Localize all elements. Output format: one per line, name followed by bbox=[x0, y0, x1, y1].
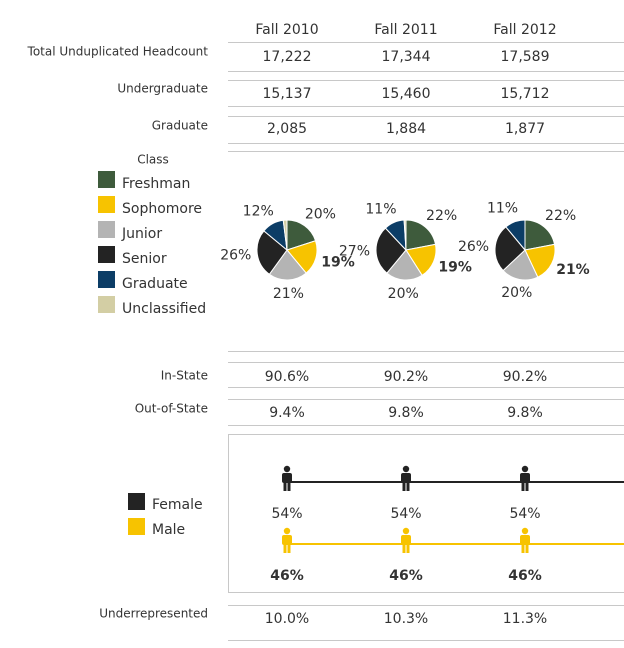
cell-value: 15,137 bbox=[263, 86, 312, 102]
pie-slice bbox=[256, 230, 288, 275]
cell-value: 90.2% bbox=[503, 369, 547, 385]
legend-swatch bbox=[98, 271, 115, 288]
icon-body bbox=[520, 535, 530, 545]
column-header: Fall 2012 bbox=[493, 22, 556, 38]
legend-swatch bbox=[98, 196, 115, 213]
pie-label: 11% bbox=[487, 201, 518, 217]
row-label: In-State bbox=[161, 369, 208, 383]
row-label: Undergraduate bbox=[117, 82, 208, 96]
row-label: Underrepresented bbox=[99, 607, 208, 621]
person-icon bbox=[520, 527, 530, 553]
pie-label: 26% bbox=[458, 239, 489, 255]
pie-slice bbox=[375, 227, 407, 274]
icon-body bbox=[401, 473, 411, 483]
icon-head bbox=[402, 527, 410, 535]
row-label: Out-of-State bbox=[135, 402, 208, 416]
point-label: 54% bbox=[509, 506, 540, 522]
cell-value: 90.6% bbox=[265, 369, 309, 385]
pie-label: 12% bbox=[243, 203, 274, 219]
pie-slice bbox=[282, 219, 288, 251]
pie-label: 11% bbox=[365, 202, 396, 218]
legend-label: Junior bbox=[121, 226, 162, 242]
person-icon bbox=[520, 465, 530, 491]
cell-value: 9.4% bbox=[269, 405, 305, 421]
person-icon bbox=[401, 465, 411, 491]
legend-label: Freshman bbox=[122, 176, 190, 192]
pie-slice bbox=[524, 219, 556, 251]
pie-label: 20% bbox=[305, 206, 336, 222]
legend-label: Sophomore bbox=[122, 201, 202, 217]
pie-label: 20% bbox=[501, 285, 532, 301]
cell-value: 10.0% bbox=[265, 611, 309, 627]
cell-value: 11.3% bbox=[503, 611, 547, 627]
legend-swatch bbox=[98, 246, 115, 263]
icon-head bbox=[521, 527, 529, 535]
point-label: 46% bbox=[270, 568, 304, 584]
column-header: Fall 2010 bbox=[255, 22, 318, 38]
icon-body bbox=[282, 535, 292, 545]
point-label: 46% bbox=[508, 568, 542, 584]
pie-label: 22% bbox=[426, 208, 457, 224]
pie-slice bbox=[286, 219, 317, 251]
icon-body bbox=[520, 473, 530, 483]
pie-label: 21% bbox=[556, 262, 590, 278]
cell-value: 90.2% bbox=[384, 369, 428, 385]
pie-label: 20% bbox=[388, 286, 419, 302]
pie-slice bbox=[494, 226, 526, 272]
pie-slice bbox=[268, 249, 307, 281]
cell-value: 15,460 bbox=[382, 86, 431, 102]
pie-slice bbox=[502, 249, 539, 281]
icon-head bbox=[283, 465, 291, 473]
pie-label: 19% bbox=[321, 254, 355, 270]
person-icon bbox=[282, 465, 292, 491]
legend-label: Graduate bbox=[122, 276, 188, 292]
legend-label: Male bbox=[152, 522, 185, 538]
legend-swatch bbox=[128, 493, 145, 510]
icon-body bbox=[282, 473, 292, 483]
pie-label: 22% bbox=[545, 208, 576, 224]
row-label: Total Unduplicated Headcount bbox=[27, 45, 209, 59]
icon-head bbox=[402, 465, 410, 473]
point-label: 46% bbox=[389, 568, 423, 584]
cell-value: 2,085 bbox=[267, 121, 307, 137]
pie-label: 26% bbox=[220, 248, 251, 264]
point-label: 54% bbox=[271, 506, 302, 522]
pie-label: 21% bbox=[273, 286, 304, 302]
cell-value: 10.3% bbox=[384, 611, 428, 627]
gender-frame bbox=[228, 434, 624, 593]
cell-value: 15,712 bbox=[501, 86, 550, 102]
icon-head bbox=[283, 527, 291, 535]
row-label: Graduate bbox=[152, 119, 208, 133]
point-label: 54% bbox=[390, 506, 421, 522]
legend-label: Unclassified bbox=[122, 301, 206, 317]
legend-swatch bbox=[128, 518, 145, 535]
cell-value: 1,884 bbox=[386, 121, 426, 137]
legend-swatch bbox=[98, 296, 115, 313]
cell-value: 1,877 bbox=[505, 121, 545, 137]
icon-head bbox=[521, 465, 529, 473]
pie-slice bbox=[386, 249, 423, 281]
cell-value: 9.8% bbox=[388, 405, 424, 421]
legend-title: Class bbox=[137, 153, 169, 167]
cell-value: 17,344 bbox=[382, 49, 431, 65]
pie-label: 19% bbox=[438, 259, 472, 275]
person-icon bbox=[282, 527, 292, 553]
legend-swatch bbox=[98, 221, 115, 238]
pie-label: 27% bbox=[339, 243, 370, 259]
legend-swatch bbox=[98, 171, 115, 188]
person-icon bbox=[401, 527, 411, 553]
legend-label: Female bbox=[152, 497, 203, 513]
cell-value: 17,589 bbox=[501, 49, 550, 65]
pie-slice bbox=[505, 219, 526, 252]
pie-slice bbox=[524, 243, 556, 278]
icon-body bbox=[401, 535, 411, 545]
pie-slice bbox=[405, 219, 437, 251]
pie-slice bbox=[403, 219, 407, 251]
cell-value: 9.8% bbox=[507, 405, 543, 421]
cell-value: 17,222 bbox=[263, 49, 312, 65]
legend-label: Senior bbox=[122, 251, 167, 267]
column-header: Fall 2011 bbox=[374, 22, 437, 38]
